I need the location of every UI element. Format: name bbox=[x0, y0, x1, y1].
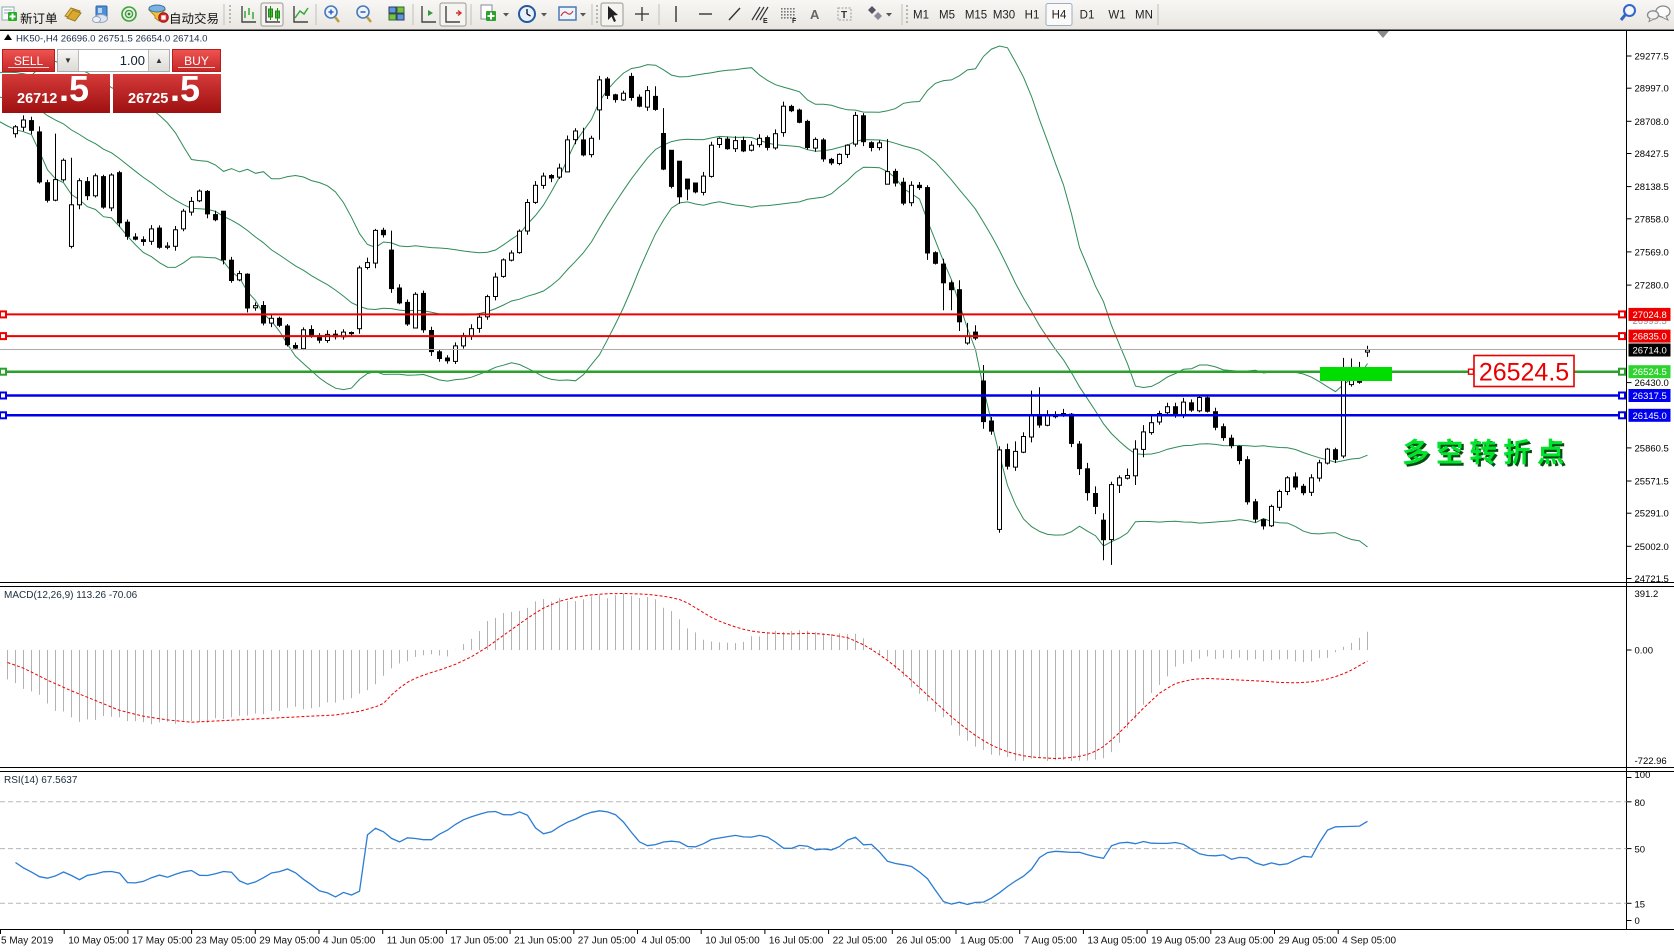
svg-text:4 Jun 05:00: 4 Jun 05:00 bbox=[323, 936, 376, 947]
svg-text:25860.5: 25860.5 bbox=[1635, 443, 1669, 454]
svg-text:5 May 2019: 5 May 2019 bbox=[1, 936, 54, 947]
svg-text:D1: D1 bbox=[1080, 10, 1095, 22]
svg-text:T: T bbox=[841, 10, 847, 21]
svg-text:23 Aug 05:00: 23 Aug 05:00 bbox=[1215, 936, 1274, 947]
svg-text:26145.0: 26145.0 bbox=[1633, 411, 1667, 422]
svg-text:27569.0: 27569.0 bbox=[1635, 247, 1669, 258]
svg-text:19 Aug 05:00: 19 Aug 05:00 bbox=[1151, 936, 1210, 947]
svg-text:27858.0: 27858.0 bbox=[1635, 214, 1669, 225]
svg-text:0.00: 0.00 bbox=[1635, 646, 1654, 657]
svg-text:29277.5: 29277.5 bbox=[1635, 52, 1669, 63]
svg-text:391.2: 391.2 bbox=[1635, 589, 1659, 600]
svg-text:MACD(12,26,9) 113.26 -70.06: MACD(12,26,9) 113.26 -70.06 bbox=[4, 590, 138, 601]
svg-text:H4: H4 bbox=[1052, 10, 1067, 22]
svg-text:28138.5: 28138.5 bbox=[1635, 182, 1669, 193]
svg-text:M15: M15 bbox=[965, 10, 987, 22]
svg-text:26430.0: 26430.0 bbox=[1635, 378, 1669, 389]
svg-text:22 Jul 05:00: 22 Jul 05:00 bbox=[833, 936, 888, 947]
svg-text:15: 15 bbox=[1635, 899, 1646, 910]
svg-text:E: E bbox=[763, 18, 768, 25]
svg-text:28427.5: 28427.5 bbox=[1635, 149, 1669, 160]
svg-text:26714.0: 26714.0 bbox=[1633, 346, 1667, 357]
svg-text:27280.0: 27280.0 bbox=[1635, 281, 1669, 292]
svg-text:A: A bbox=[810, 7, 820, 22]
svg-text:23 May 05:00: 23 May 05:00 bbox=[196, 936, 257, 947]
svg-text:24721.5: 24721.5 bbox=[1635, 574, 1669, 585]
svg-text:26317.5: 26317.5 bbox=[1633, 391, 1667, 402]
svg-text:100: 100 bbox=[1635, 770, 1651, 781]
svg-text:F: F bbox=[792, 18, 797, 25]
svg-text:13 Aug 05:00: 13 Aug 05:00 bbox=[1087, 936, 1146, 947]
svg-text:26999.5: 26999.5 bbox=[1633, 316, 1667, 327]
svg-text:17 May 05:00: 17 May 05:00 bbox=[132, 936, 193, 947]
svg-text:27 Jun 05:00: 27 Jun 05:00 bbox=[578, 936, 636, 947]
svg-text:M5: M5 bbox=[939, 10, 955, 22]
svg-text:17 Jun 05:00: 17 Jun 05:00 bbox=[450, 936, 508, 947]
svg-text:10 Jul 05:00: 10 Jul 05:00 bbox=[705, 936, 760, 947]
svg-text:10 May 05:00: 10 May 05:00 bbox=[68, 936, 129, 947]
svg-text:25002.0: 25002.0 bbox=[1635, 542, 1669, 553]
svg-text:H1: H1 bbox=[1025, 10, 1040, 22]
svg-text:80: 80 bbox=[1635, 798, 1646, 809]
svg-text:26835.0: 26835.0 bbox=[1633, 332, 1667, 343]
svg-text:28997.0: 28997.0 bbox=[1635, 84, 1669, 95]
svg-text:26 Jul 05:00: 26 Jul 05:00 bbox=[896, 936, 951, 947]
svg-text:RSI(14) 67.5637: RSI(14) 67.5637 bbox=[4, 775, 78, 786]
svg-text:W1: W1 bbox=[1108, 10, 1125, 22]
svg-text:50: 50 bbox=[1635, 845, 1646, 856]
svg-text:16 Jul 05:00: 16 Jul 05:00 bbox=[769, 936, 824, 947]
svg-text:0: 0 bbox=[1635, 916, 1640, 927]
svg-text:28708.0: 28708.0 bbox=[1635, 117, 1669, 128]
svg-text:MN: MN bbox=[1135, 10, 1153, 22]
svg-text:29 Aug 05:00: 29 Aug 05:00 bbox=[1279, 936, 1338, 947]
svg-text:M30: M30 bbox=[993, 10, 1015, 22]
svg-text:11 Jun 05:00: 11 Jun 05:00 bbox=[387, 936, 445, 947]
svg-text:4 Sep 05:00: 4 Sep 05:00 bbox=[1342, 936, 1396, 947]
svg-text:HK50-,H4 26696.0 26751.5 26654: HK50-,H4 26696.0 26751.5 26654.0 26714.0 bbox=[16, 34, 208, 45]
svg-text:7 Aug 05:00: 7 Aug 05:00 bbox=[1024, 936, 1078, 947]
svg-text:25571.5: 25571.5 bbox=[1635, 477, 1669, 488]
svg-text:4 Jul 05:00: 4 Jul 05:00 bbox=[642, 936, 691, 947]
svg-text:21 Jun 05:00: 21 Jun 05:00 bbox=[514, 936, 572, 947]
svg-text:26524.5: 26524.5 bbox=[1633, 367, 1667, 378]
svg-text:25291.0: 25291.0 bbox=[1635, 509, 1669, 520]
svg-text:29 May 05:00: 29 May 05:00 bbox=[259, 936, 320, 947]
svg-text:-722.96: -722.96 bbox=[1635, 756, 1667, 767]
svg-text:1 Aug 05:00: 1 Aug 05:00 bbox=[960, 936, 1014, 947]
svg-text:26524.5: 26524.5 bbox=[1479, 359, 1569, 387]
svg-text:M1: M1 bbox=[913, 10, 929, 22]
svg-text:27024.8: 27024.8 bbox=[1633, 310, 1667, 321]
